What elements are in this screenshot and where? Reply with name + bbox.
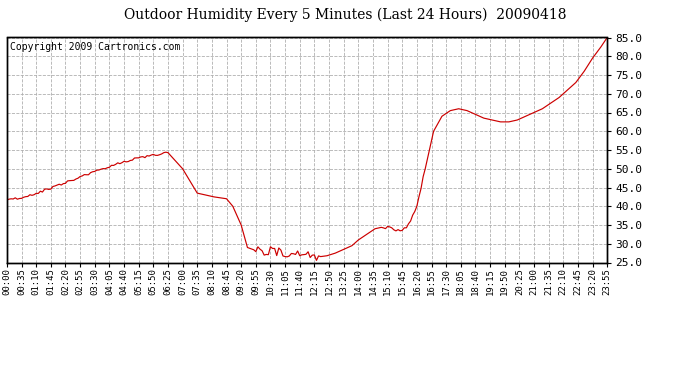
Text: Copyright 2009 Cartronics.com: Copyright 2009 Cartronics.com [10, 42, 180, 52]
Text: Outdoor Humidity Every 5 Minutes (Last 24 Hours)  20090418: Outdoor Humidity Every 5 Minutes (Last 2… [124, 8, 566, 22]
